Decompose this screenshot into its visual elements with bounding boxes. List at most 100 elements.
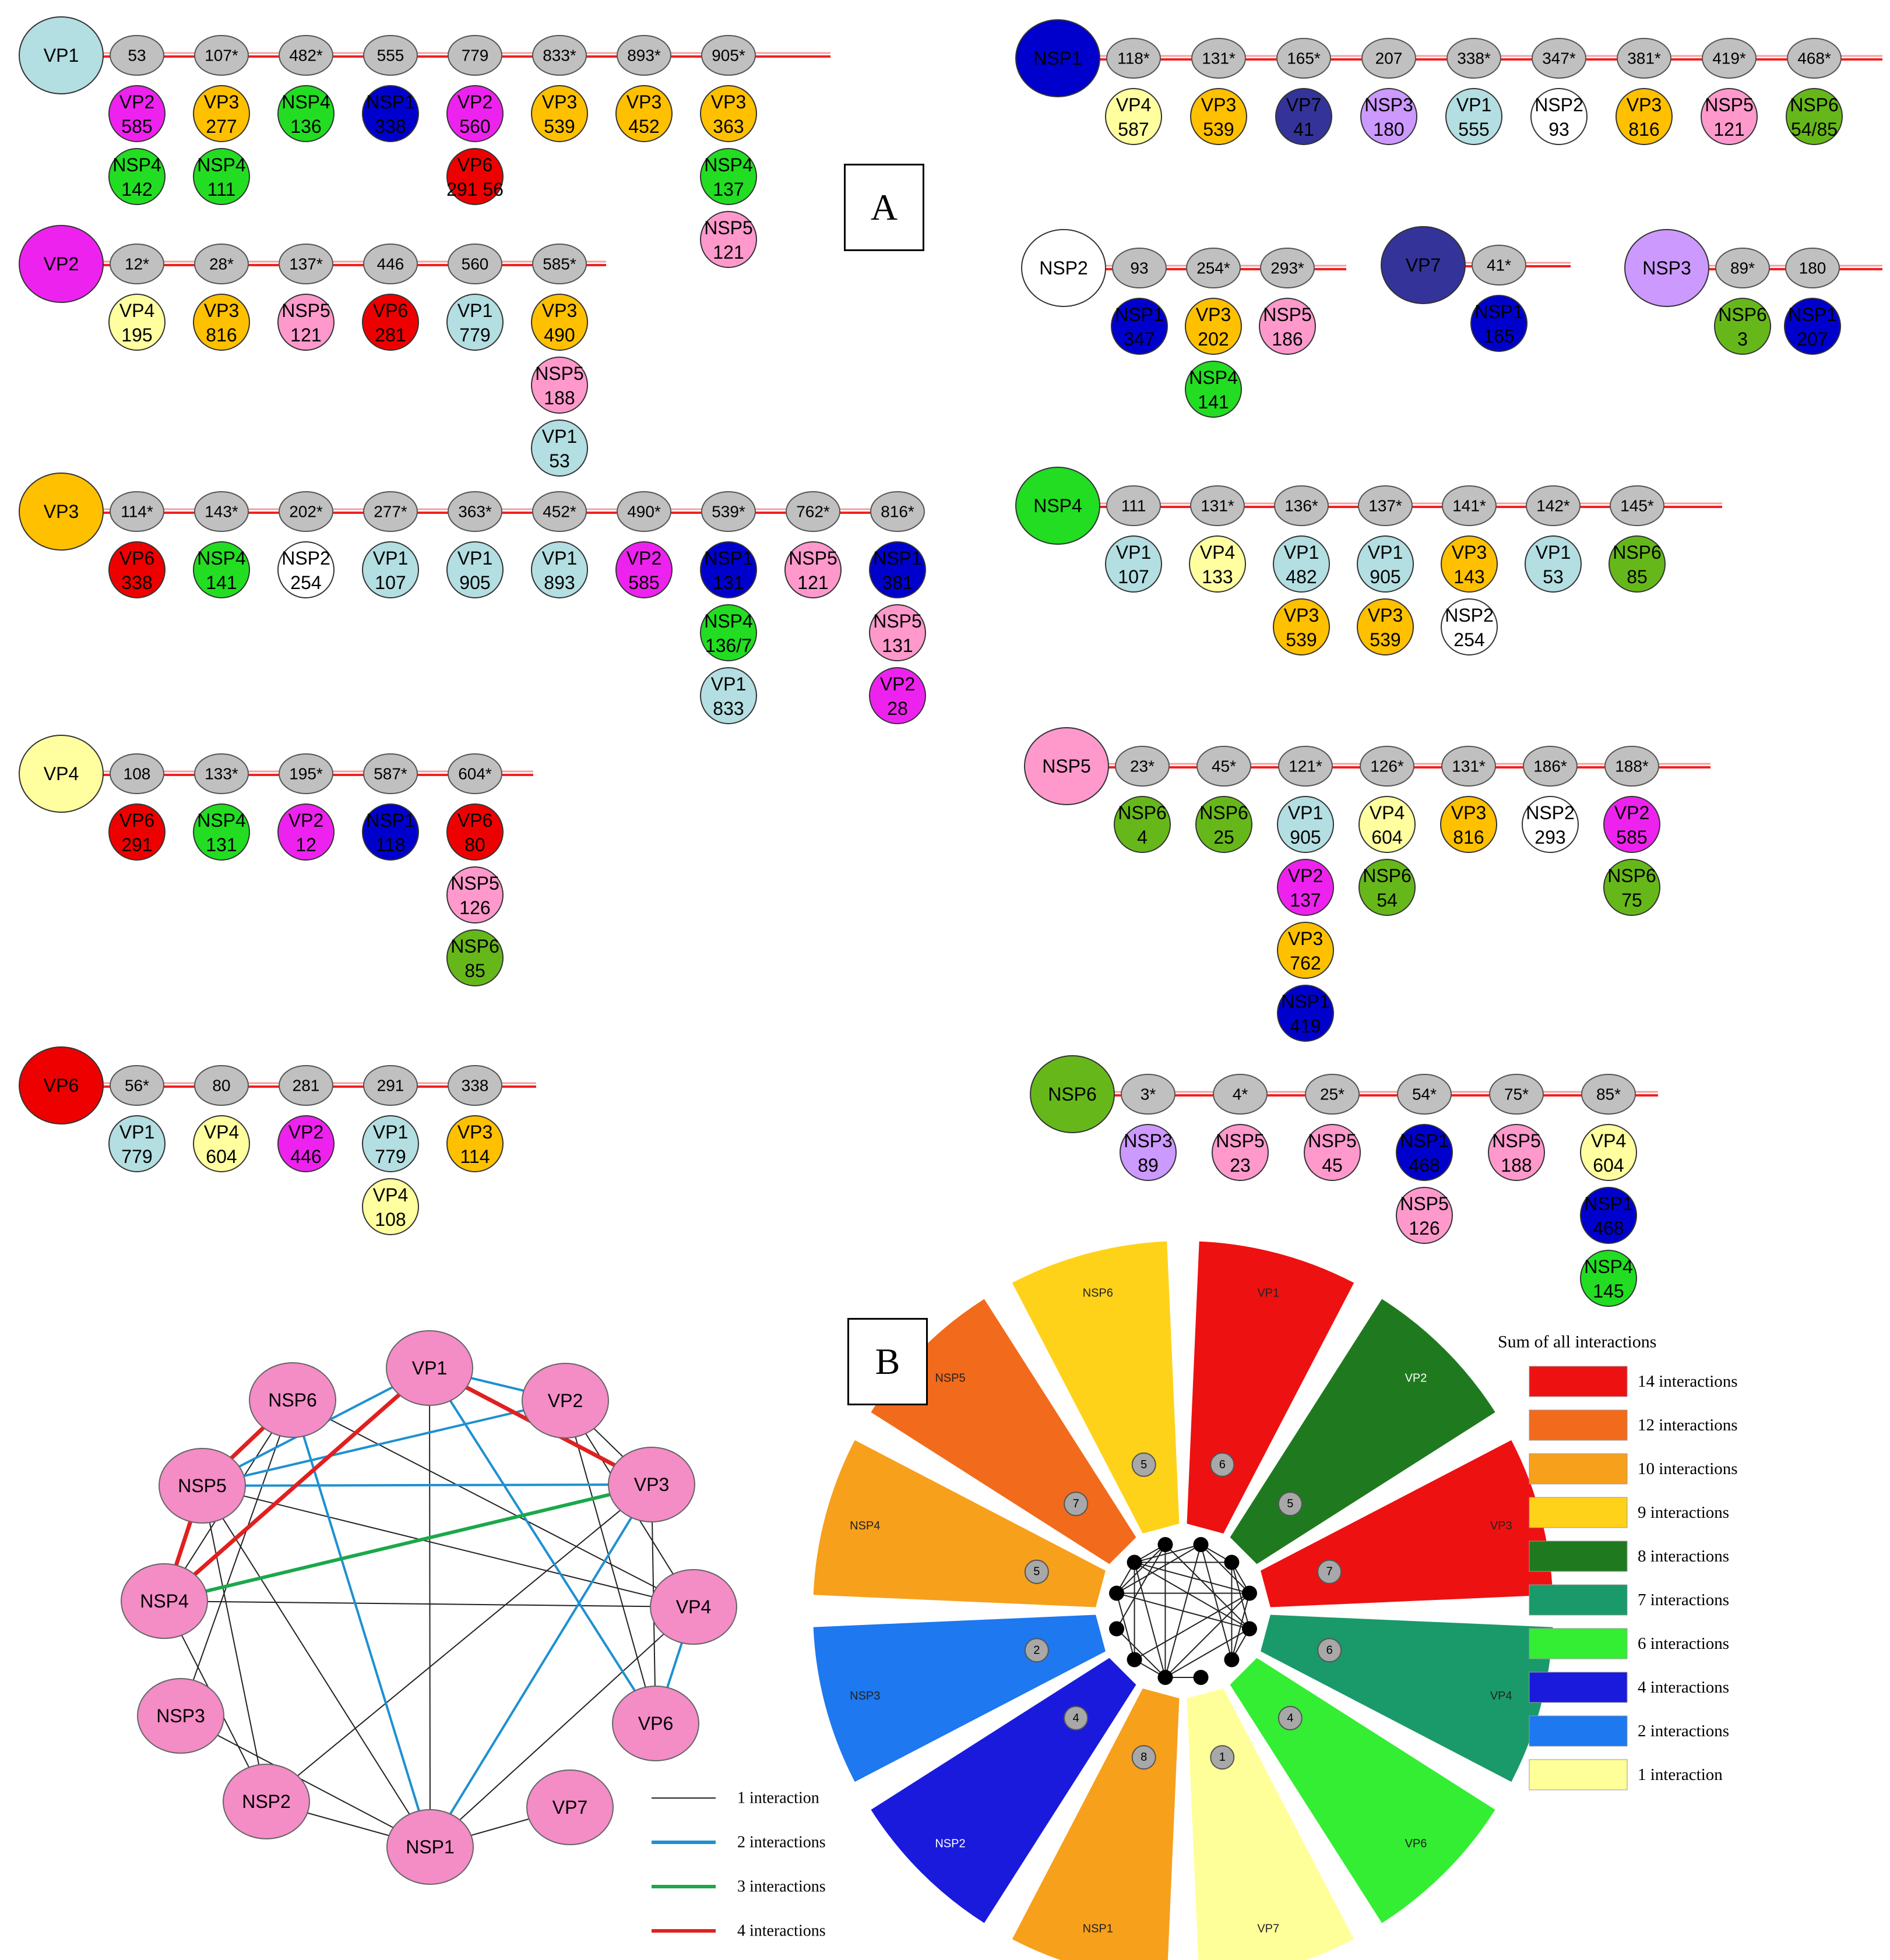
partner-position: 446 bbox=[290, 1146, 321, 1167]
partner-position: 89 bbox=[1138, 1155, 1159, 1176]
partner-node bbox=[869, 604, 926, 661]
partner-node bbox=[1277, 985, 1334, 1042]
partner-node bbox=[1603, 859, 1660, 916]
wheel-legend-label: 4 interactions bbox=[1638, 1678, 1729, 1697]
partner-position: 142 bbox=[121, 179, 152, 200]
panel-b-network: VP1 VP2 VP3 VP4 VP6 VP7 NSP1 NSP2 NSP3 NSP4 NSP5 NS… bbox=[121, 1330, 826, 1940]
position-node bbox=[194, 753, 249, 794]
partner-node bbox=[1522, 796, 1579, 853]
partner-name: VP2 bbox=[627, 548, 661, 569]
wheel-count-label: 2 bbox=[1033, 1644, 1040, 1656]
panel-label-b: B bbox=[847, 1318, 928, 1405]
partner-node bbox=[362, 85, 419, 142]
position-node bbox=[194, 35, 249, 76]
network-node-vp2 bbox=[522, 1363, 609, 1439]
wheel-hub-node bbox=[1157, 1537, 1173, 1553]
wheel-sector-label: NSP4 bbox=[850, 1520, 880, 1532]
position-label: 490* bbox=[627, 503, 661, 521]
partner-name: NSP4 bbox=[197, 548, 246, 569]
wheel-legend-label: 10 interactions bbox=[1638, 1460, 1738, 1478]
position-node bbox=[448, 753, 502, 794]
partner-name: NSP1 bbox=[704, 548, 753, 569]
partner-position: 587 bbox=[1118, 119, 1149, 140]
partner-position: 53 bbox=[1543, 566, 1564, 587]
wheel-legend-swatch bbox=[1529, 1584, 1628, 1616]
partner-node bbox=[446, 148, 504, 205]
partner-name: VP1 bbox=[457, 300, 492, 321]
wheel-legend-swatch bbox=[1529, 1672, 1628, 1703]
protein-label: NSP3 bbox=[1642, 258, 1691, 279]
position-node bbox=[532, 35, 587, 76]
position-node bbox=[363, 244, 418, 284]
position-node bbox=[110, 244, 164, 284]
wheel-mesh-edge bbox=[1164, 1544, 1250, 1630]
wheel-count-badge bbox=[1277, 1705, 1303, 1730]
partner-node bbox=[108, 85, 166, 142]
partner-name: VP3 bbox=[542, 300, 577, 321]
partner-position: 195 bbox=[121, 325, 152, 346]
partner-name: VP2 bbox=[288, 810, 323, 831]
partner-node bbox=[446, 1115, 504, 1172]
network-node-nsp4 bbox=[121, 1563, 208, 1639]
partner-node bbox=[1358, 859, 1416, 916]
position-label: 137* bbox=[289, 255, 323, 273]
protein-node-nsp6 bbox=[1030, 1055, 1115, 1133]
position-label: 75* bbox=[1504, 1085, 1529, 1104]
map-nsp4: NSP4 111 VP1 107 131* VP4 133 136* VP1 482 VP3 539 1… bbox=[1015, 467, 1722, 655]
position-node bbox=[701, 35, 756, 76]
position-label: 347* bbox=[1542, 50, 1576, 68]
partner-node bbox=[784, 541, 842, 598]
partner-name: NSP1 bbox=[1281, 991, 1330, 1012]
position-node bbox=[1260, 248, 1315, 288]
partner-node bbox=[1470, 295, 1528, 352]
partner-name: NSP3 bbox=[1124, 1130, 1173, 1151]
partner-node bbox=[1525, 535, 1582, 593]
position-node bbox=[532, 244, 587, 284]
position-label: 254* bbox=[1196, 259, 1230, 277]
position-label: 131* bbox=[1202, 50, 1236, 68]
partner-name: VP1 bbox=[1536, 542, 1571, 563]
partner-name: VP4 bbox=[204, 1122, 239, 1143]
position-label: 45* bbox=[1212, 757, 1236, 775]
partner-position: 25 bbox=[1213, 827, 1234, 848]
partner-name: VP1 bbox=[1288, 802, 1323, 823]
partner-name: VP3 bbox=[204, 300, 239, 321]
partner-position: 85 bbox=[1627, 566, 1648, 587]
position-label: 141* bbox=[1452, 497, 1486, 515]
partner-position: 277 bbox=[206, 116, 237, 137]
partner-position: 604 bbox=[206, 1146, 237, 1167]
position-node bbox=[363, 491, 418, 532]
wheel-hub-node bbox=[1109, 1585, 1125, 1601]
partner-position: 12 bbox=[295, 834, 316, 855]
partner-name: NSP5 bbox=[450, 873, 499, 894]
wheel-hub-node bbox=[1127, 1554, 1142, 1570]
partner-node bbox=[700, 85, 757, 142]
partner-position: 121 bbox=[290, 325, 321, 346]
position-node bbox=[1610, 485, 1664, 526]
partner-position: 816 bbox=[1628, 119, 1659, 140]
position-label: 446 bbox=[377, 255, 404, 273]
partner-node bbox=[193, 1115, 250, 1172]
partner-node bbox=[1357, 598, 1414, 655]
network-edge bbox=[180, 1715, 431, 1848]
partner-name: NSP6 bbox=[450, 936, 499, 957]
partner-position: 93 bbox=[1548, 119, 1569, 140]
panel-a-left-maps: VP1 53 VP2 585 NSP4 142 107* VP3 277 NSP4 111 482* N… bbox=[19, 16, 926, 1235]
wheel-sector-label: VP7 bbox=[1257, 1923, 1279, 1936]
wheel-legend-label: 2 interactions bbox=[1638, 1722, 1729, 1740]
wheel-legend-swatch bbox=[1529, 1540, 1628, 1572]
position-node bbox=[532, 491, 587, 532]
wheel-count-label: 6 bbox=[1219, 1458, 1226, 1471]
wheel-sector-label: VP3 bbox=[1490, 1520, 1512, 1532]
partner-position: 133 bbox=[1202, 566, 1233, 587]
partner-node bbox=[1714, 298, 1771, 355]
partner-name: VP2 bbox=[288, 1122, 323, 1143]
partner-node bbox=[277, 1115, 335, 1172]
partner-position: 254 bbox=[290, 572, 321, 593]
position-label: 604* bbox=[458, 765, 492, 783]
partner-name: VP1 bbox=[711, 674, 746, 695]
wheel-legend-label: 8 interactions bbox=[1638, 1547, 1729, 1566]
position-label: 137* bbox=[1368, 497, 1402, 515]
partner-position: 107 bbox=[1118, 566, 1149, 587]
wheel-count-badge bbox=[1024, 1559, 1049, 1584]
